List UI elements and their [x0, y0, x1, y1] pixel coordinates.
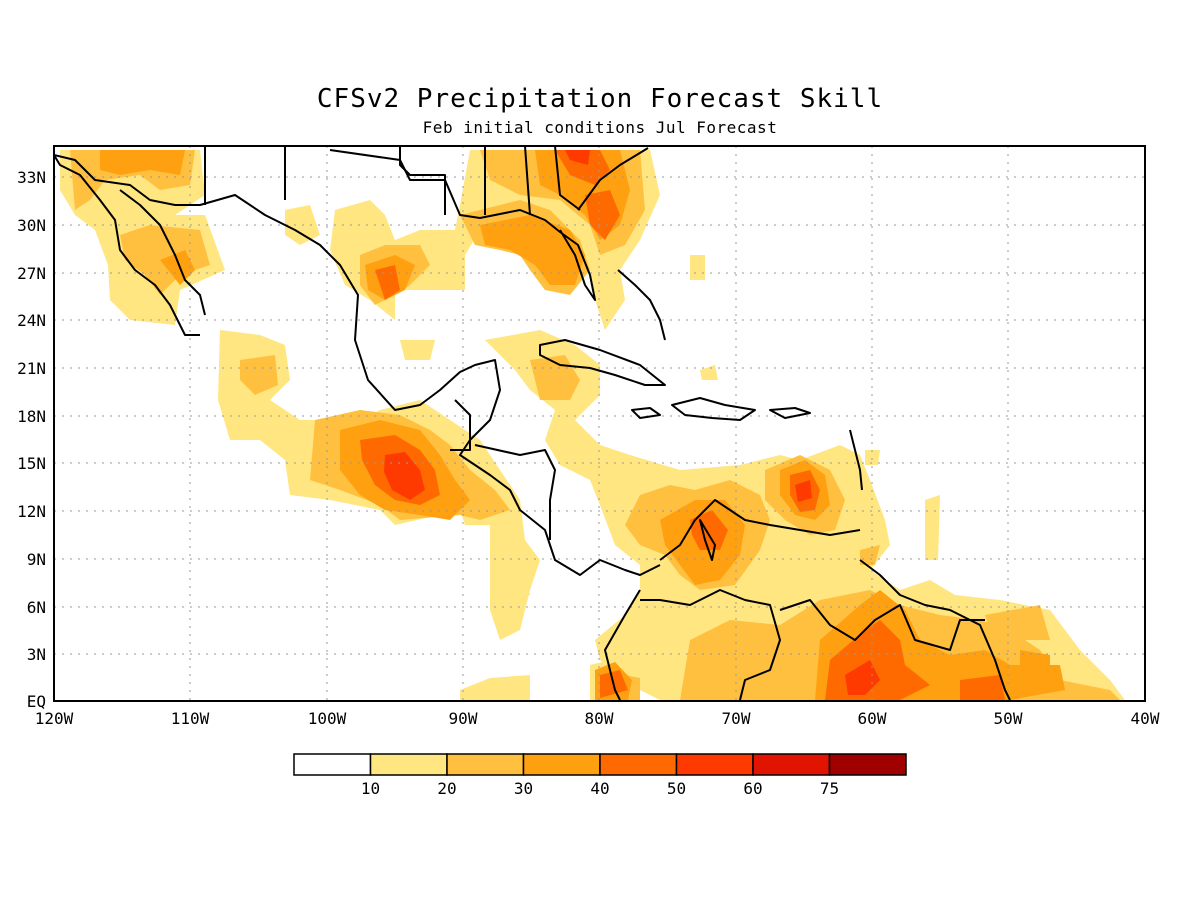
colorbar-label: 30	[514, 779, 533, 798]
colorbar-swatch	[446, 753, 525, 776]
lon-label-110w: 110W	[171, 709, 210, 728]
lat-label-30n: 30N	[17, 216, 46, 235]
map-frame	[53, 145, 1146, 702]
lat-label-27n: 27N	[17, 264, 46, 283]
map-subtitle: Feb initial conditions Jul Forecast	[422, 118, 778, 137]
lat-label-18n: 18N	[17, 407, 46, 426]
lat-label-12n: 12N	[17, 502, 46, 521]
colorbar-label: 60	[743, 779, 762, 798]
lat-axis: EQ 3N 6N 9N 12N 15N 18N 21N 24N 27N 30N …	[17, 168, 46, 711]
colorbar: 10 20 30 40 50 60 75	[293, 753, 907, 798]
lat-label-33n: 33N	[17, 168, 46, 187]
lon-label-40w: 40W	[1131, 709, 1160, 728]
lat-label-21n: 21N	[17, 359, 46, 378]
lon-label-80w: 80W	[585, 709, 614, 728]
lat-label-24n: 24N	[17, 311, 46, 330]
colorbar-label: 40	[590, 779, 609, 798]
coastlines	[54, 146, 1011, 701]
colorbar-label: 50	[667, 779, 686, 798]
lat-label-9n: 9N	[27, 550, 46, 569]
skill-field	[60, 150, 1125, 700]
colorbar-swatch	[752, 753, 831, 776]
lon-label-100w: 100W	[308, 709, 347, 728]
lon-label-120w: 120W	[35, 709, 74, 728]
lon-label-50w: 50W	[994, 709, 1023, 728]
lon-label-60w: 60W	[858, 709, 887, 728]
colorbar-swatch	[599, 753, 678, 776]
colorbar-swatch	[675, 753, 754, 776]
colorbar-label: 10	[361, 779, 380, 798]
lon-label-70w: 70W	[722, 709, 751, 728]
lat-label-15n: 15N	[17, 454, 46, 473]
colorbar-swatch	[522, 753, 601, 776]
lat-label-eq: EQ	[27, 692, 46, 711]
colorbar-label: 75	[820, 779, 839, 798]
colorbar-swatch	[369, 753, 448, 776]
colorbar-swatch	[293, 753, 372, 776]
graticule	[54, 146, 1145, 701]
colorbar-swatch	[828, 753, 907, 776]
lat-label-6n: 6N	[27, 598, 46, 617]
lon-label-90w: 90W	[449, 709, 478, 728]
colorbar-label: 20	[437, 779, 456, 798]
lat-label-3n: 3N	[27, 645, 46, 664]
map-title: CFSv2 Precipitation Forecast Skill	[316, 84, 884, 114]
lon-axis: 120W 110W 100W 90W 80W 70W 60W 50W 40W	[35, 709, 1160, 728]
